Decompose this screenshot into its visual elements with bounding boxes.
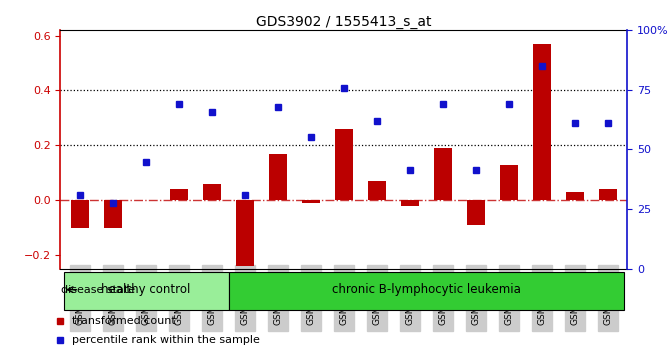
Bar: [433, 148, 452, 200]
Bar: [401, 200, 419, 206]
Bar: [170, 189, 188, 200]
Bar: [566, 192, 584, 200]
Text: disease state: disease state: [61, 285, 135, 295]
Bar: [533, 44, 551, 200]
Text: healthy control: healthy control: [101, 283, 191, 296]
Bar: [368, 181, 386, 200]
Bar: [236, 200, 254, 266]
Bar: [500, 165, 518, 200]
Bar: [64, 272, 229, 310]
Text: chronic B-lymphocytic leukemia: chronic B-lymphocytic leukemia: [332, 283, 521, 296]
Text: transformed count: transformed count: [72, 316, 176, 326]
Text: percentile rank within the sample: percentile rank within the sample: [72, 335, 260, 345]
Bar: [229, 272, 624, 310]
Bar: [467, 200, 485, 225]
Bar: [203, 184, 221, 200]
Bar: [104, 200, 122, 228]
Bar: [599, 189, 617, 200]
Bar: [269, 154, 287, 200]
Title: GDS3902 / 1555413_s_at: GDS3902 / 1555413_s_at: [256, 15, 431, 29]
Bar: [71, 200, 89, 228]
Bar: [302, 200, 320, 203]
Bar: [335, 129, 353, 200]
